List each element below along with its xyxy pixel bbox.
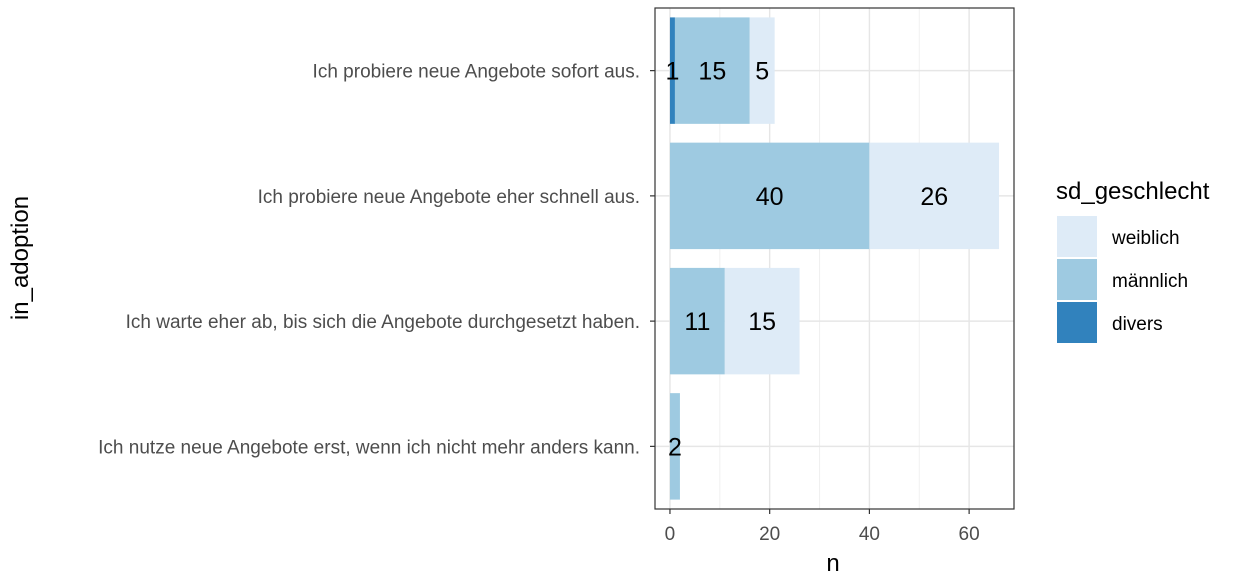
bar-segment xyxy=(669,17,675,124)
data-label: 26 xyxy=(920,183,948,211)
legend-title: sd_geschlecht xyxy=(1056,178,1210,205)
bar-segment xyxy=(669,142,870,250)
bars xyxy=(669,17,1000,500)
data-label: 40 xyxy=(756,183,784,211)
data-label: 15 xyxy=(698,58,726,86)
bar-segment xyxy=(749,17,775,124)
legend-swatch xyxy=(1057,216,1097,257)
bar-segment xyxy=(669,267,725,375)
y-axis: Ich probiere neue Angebote sofort aus. Ic… xyxy=(98,62,655,458)
data-label: 11 xyxy=(684,308,710,336)
x-tick-label: 20 xyxy=(759,524,780,545)
y-tick-label: Ich nutze neue Angebote erst, wenn ich n… xyxy=(98,437,640,458)
x-axis-title: n xyxy=(826,550,839,577)
x-tick-label: 40 xyxy=(859,524,880,545)
data-label: 15 xyxy=(748,308,776,336)
bar-segment xyxy=(869,142,1000,250)
x-tick-label: 60 xyxy=(959,524,980,545)
bar-segment xyxy=(669,393,680,500)
legend-label: männlich xyxy=(1112,271,1188,292)
legend-label: divers xyxy=(1112,314,1163,335)
bar-segment xyxy=(724,267,800,375)
legend-swatch xyxy=(1057,302,1097,343)
legend-label: weiblich xyxy=(1111,228,1180,249)
data-label: 5 xyxy=(755,58,769,86)
y-tick-label: Ich probiere neue Angebote eher schnell … xyxy=(258,187,640,208)
y-tick-label: Ich warte eher ab, bis sich die Angebote… xyxy=(126,312,640,333)
legend: sd_geschlecht weiblich männlich divers xyxy=(1056,178,1210,343)
x-tick-label: 0 xyxy=(665,524,676,545)
y-tick-label: Ich probiere neue Angebote sofort aus. xyxy=(313,62,640,83)
panel-border xyxy=(654,7,1015,510)
data-labels: 1 15 5 40 26 11 15 2 xyxy=(665,58,948,462)
y-axis-title: in_adoption xyxy=(7,196,34,320)
x-axis: 0 20 40 60 xyxy=(665,509,980,545)
data-label: 2 xyxy=(668,433,682,461)
legend-swatch xyxy=(1057,259,1097,300)
bar-segment xyxy=(674,17,750,124)
data-label: 1 xyxy=(665,58,679,86)
